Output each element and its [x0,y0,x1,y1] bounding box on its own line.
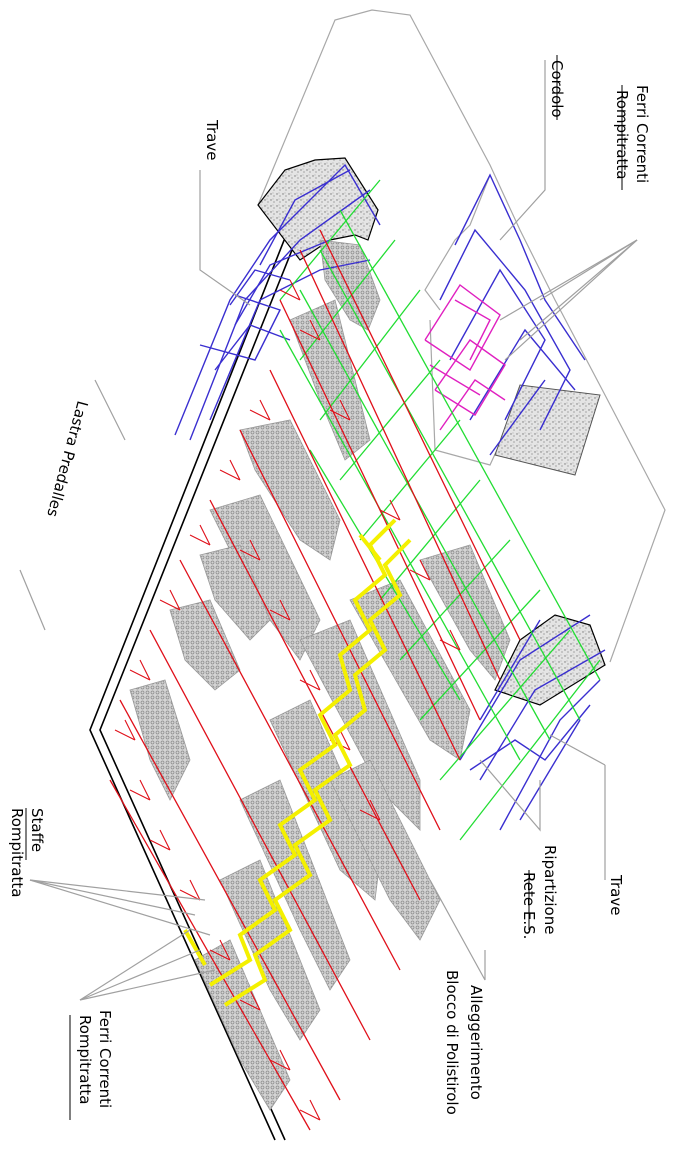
cordolo-concrete [494,384,601,476]
beam-concrete-section [257,157,379,261]
cordolo-cage [424,283,506,431]
tie-bar-arrowheads [114,279,461,1121]
label-ripartizione: Ripartizione [541,845,559,934]
label-rompitratta-bottom: Rompitratta [76,1015,94,1104]
label-trave-right: Trave [607,874,625,915]
label-ferri-correnti-top: Ferri Correnti [633,85,651,183]
label-underlines [25,55,623,1120]
tie-bars [109,229,521,1131]
label-staffe: Staffe [28,808,46,852]
label-trave-top: Trave [203,119,221,160]
label-blocco-polistirolo: Blocco di Polistirolo [443,970,461,1115]
leader-lines [19,60,638,1001]
label-rompitratta-staffe: Rompitratta [8,808,26,897]
label-ferri-correnti-bottom: Ferri Correnti [96,1010,114,1108]
label-lastra-predalles: Lastra Predalles [43,399,91,519]
lattice-stirrups [183,518,412,1007]
distribution-mesh [279,179,601,841]
label-alleggerimento: Alleggerimento [467,985,485,1100]
